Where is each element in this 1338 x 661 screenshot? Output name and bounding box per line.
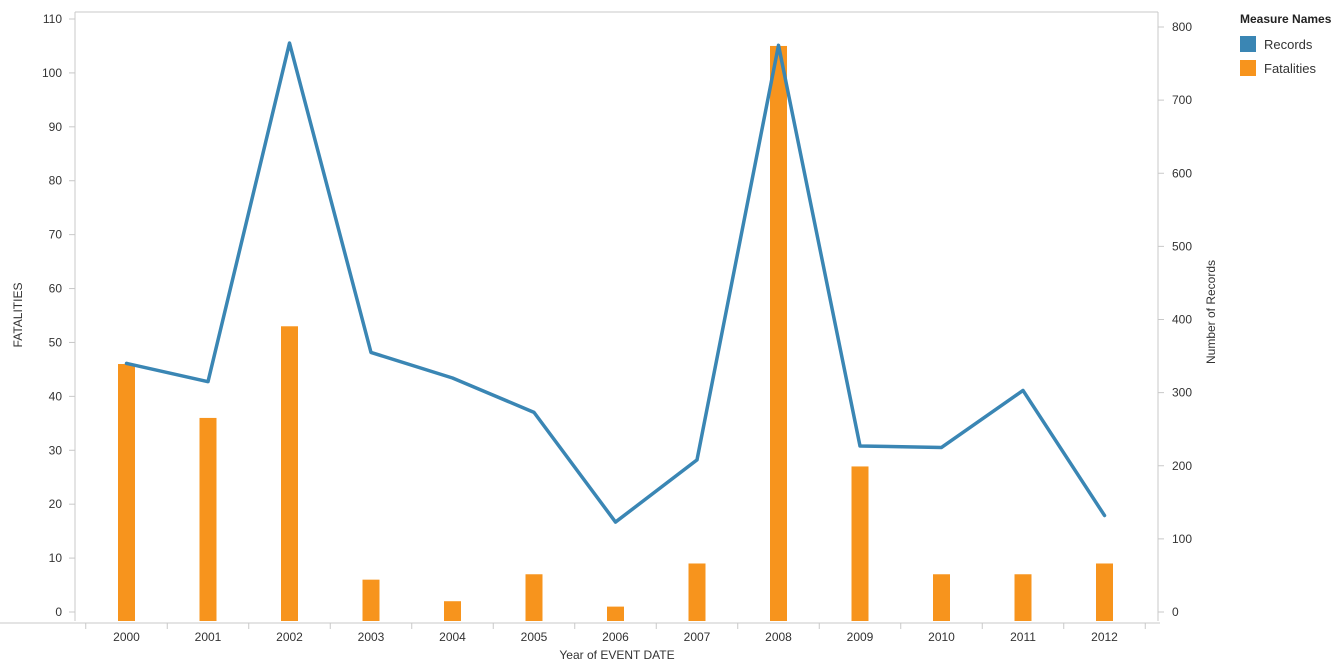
x-tick-label-2001: 2001 xyxy=(195,630,222,644)
y-tick-label-30: 30 xyxy=(49,443,63,457)
y-tick-label-40: 40 xyxy=(49,389,63,403)
y2-tick-label-400: 400 xyxy=(1172,313,1192,327)
legend-label-fatalities: Fatalities xyxy=(1264,60,1317,76)
bar-series-fatalities xyxy=(118,45,1113,622)
bar-fatalities-2007 xyxy=(688,563,706,621)
x-tick-label-2010: 2010 xyxy=(928,630,955,644)
x-tick-label-2005: 2005 xyxy=(521,630,548,644)
line-records xyxy=(124,41,1107,524)
bar-fatalities-2004 xyxy=(444,601,461,621)
x-tick-label-2002: 2002 xyxy=(276,630,303,644)
bar-fatalities-2003 xyxy=(362,579,380,621)
y2-tick-label-700: 700 xyxy=(1172,93,1192,107)
y-tick-label-50: 50 xyxy=(49,335,63,349)
y2-tick-label-0: 0 xyxy=(1172,605,1179,619)
bar-fatalities-2002 xyxy=(281,326,298,621)
bar-fatalities-2006 xyxy=(607,606,624,621)
bar-fatalities-2010 xyxy=(933,574,950,621)
bar-fatalities-2005 xyxy=(525,574,543,621)
y-tick-label-90: 90 xyxy=(49,120,63,134)
legend-item-fatalities[interactable]: Fatalities xyxy=(1240,56,1331,80)
y-tick-label-20: 20 xyxy=(49,497,63,511)
y-tick-label-60: 60 xyxy=(49,282,63,296)
legend-item-records[interactable]: Records xyxy=(1240,32,1331,56)
y2-tick-label-200: 200 xyxy=(1172,459,1192,473)
y2-tick-label-100: 100 xyxy=(1172,532,1192,546)
x-tick-label-2009: 2009 xyxy=(847,630,874,644)
bar-fatalities-2012 xyxy=(1096,563,1113,621)
y2-tick-label-300: 300 xyxy=(1172,386,1192,400)
y-tick-label-110: 110 xyxy=(43,12,62,26)
legend-swatch-records xyxy=(1240,36,1256,52)
bar-fatalities-2009 xyxy=(851,466,869,621)
left-axis: 0 10 20 30 40 50 60 70 80 90 100 110 xyxy=(42,12,75,619)
x-tick-label-2004: 2004 xyxy=(439,630,466,644)
y-tick-label-10: 10 xyxy=(49,551,63,565)
x-tick-label-2012: 2012 xyxy=(1091,630,1118,644)
x-axis: 2000 2001 2002 2003 2004 2005 2006 2007 2008 2009… xyxy=(85,623,1146,644)
bar-fatalities-2008 xyxy=(770,45,787,622)
y-tick-label-80: 80 xyxy=(49,174,63,188)
x-tick-label-2008: 2008 xyxy=(765,630,792,644)
y2-tick-label-800: 800 xyxy=(1172,20,1192,34)
x-tick-label-2007: 2007 xyxy=(684,630,711,644)
y-tick-label-0: 0 xyxy=(55,605,62,619)
x-tick-label-2003: 2003 xyxy=(358,630,385,644)
y-axis-title: FATALITIES xyxy=(11,283,25,348)
x-tick-label-2006: 2006 xyxy=(602,630,629,644)
legend-label-records: Records xyxy=(1264,36,1313,52)
y-tick-label-70: 70 xyxy=(49,228,63,242)
x-axis-title: Year of EVENT DATE xyxy=(559,648,674,661)
line-series-records xyxy=(124,41,1107,524)
y-tick-label-100: 100 xyxy=(42,66,62,80)
x-tick-label-2000: 2000 xyxy=(113,630,140,644)
y2-axis-title: Number of Records xyxy=(1204,260,1218,364)
legend-title: Measure Names xyxy=(1240,12,1332,26)
right-axis: 0 100 200 300 400 500 600 700 800 xyxy=(1158,20,1192,619)
bar-fatalities-2000 xyxy=(118,364,135,621)
bar-fatalities-2011 xyxy=(1014,574,1032,621)
y2-tick-label-600: 600 xyxy=(1172,166,1192,180)
y2-tick-label-500: 500 xyxy=(1172,239,1192,253)
bar-fatalities-2001 xyxy=(199,417,217,621)
legend-swatch-fatalities xyxy=(1240,60,1256,76)
legend: Measure Names Records Fatalities xyxy=(1240,12,1331,80)
x-tick-label-2011: 2011 xyxy=(1010,630,1036,644)
plot-frame xyxy=(0,11,1160,624)
